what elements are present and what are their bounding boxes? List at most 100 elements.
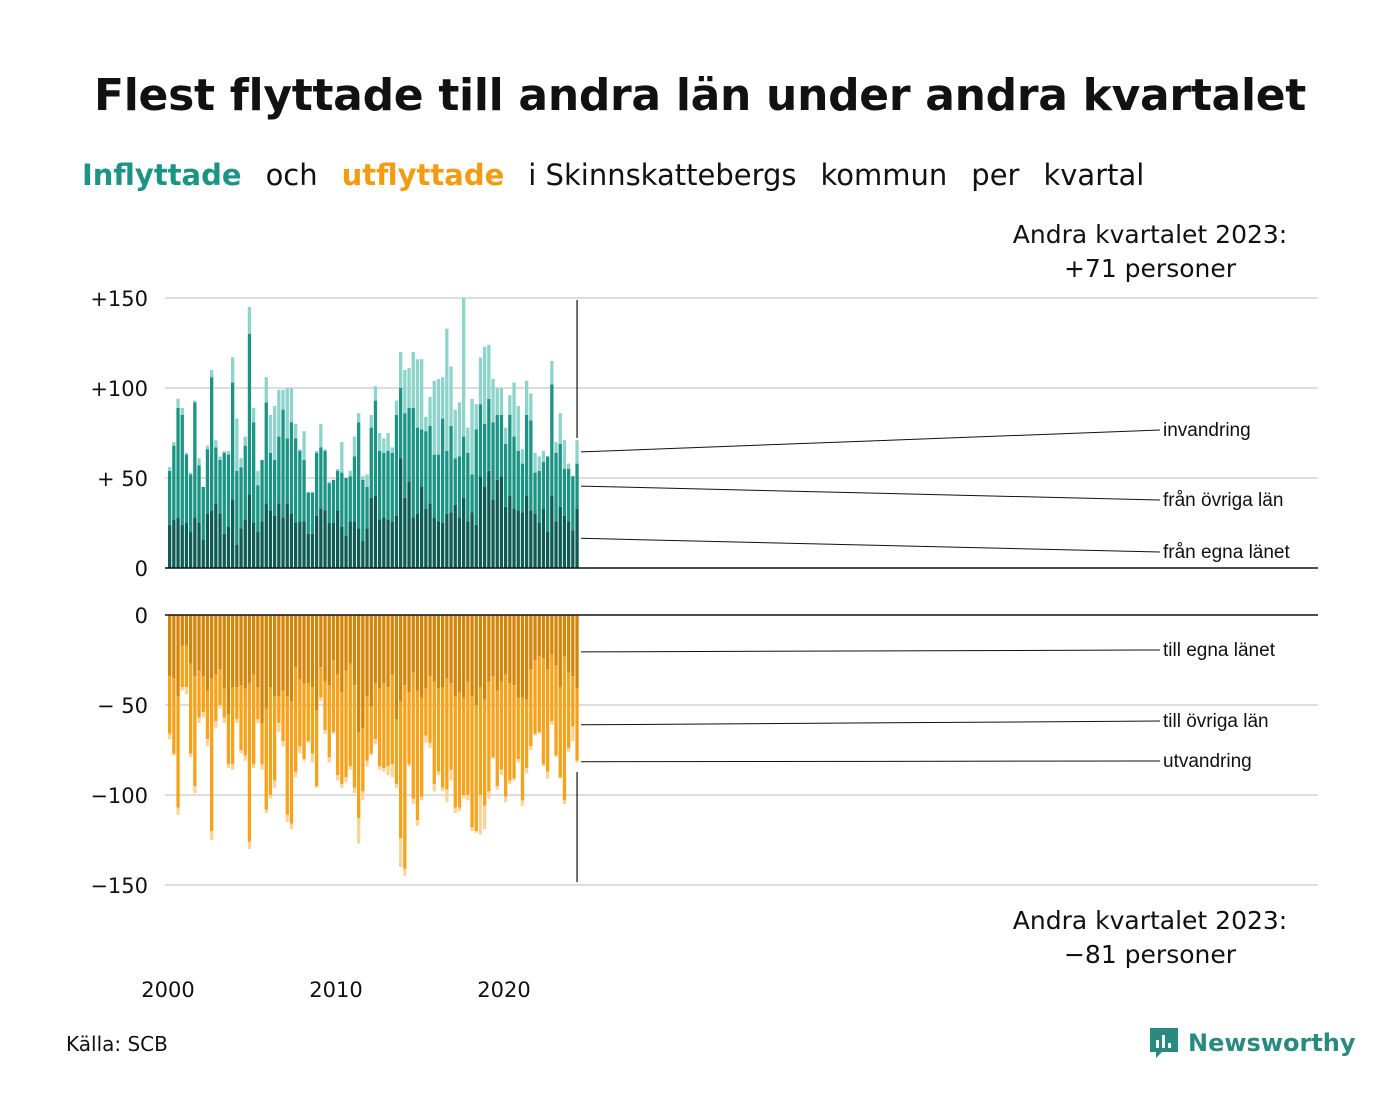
bar-top-1 bbox=[470, 474, 474, 513]
bar-bottom-1 bbox=[495, 690, 499, 786]
bar-top-2 bbox=[235, 418, 239, 471]
bar-bottom-2 bbox=[247, 841, 252, 849]
bar-bottom-1 bbox=[310, 687, 315, 754]
bar-top-2 bbox=[289, 388, 294, 423]
bar-top-2 bbox=[478, 357, 483, 405]
bar-top-2 bbox=[382, 438, 386, 453]
bar-bottom-2 bbox=[357, 818, 361, 844]
bar-bottom-1 bbox=[247, 683, 252, 842]
bar-bottom-1 bbox=[373, 683, 378, 740]
bar-bottom-2 bbox=[180, 687, 184, 691]
bar-bottom-1 bbox=[361, 728, 365, 792]
bar-bottom-1 bbox=[516, 697, 520, 759]
bar-bottom-1 bbox=[529, 669, 533, 747]
bar-bottom-0 bbox=[462, 615, 466, 698]
bar-top-1 bbox=[214, 447, 218, 504]
bar-top-1 bbox=[382, 452, 386, 518]
bar-bottom-2 bbox=[516, 759, 520, 763]
bar-bottom-1 bbox=[319, 667, 323, 698]
bar-bottom-1 bbox=[474, 705, 478, 831]
bar-bottom-2 bbox=[239, 750, 243, 754]
bar-bottom-0 bbox=[495, 615, 499, 691]
bar-bottom-1 bbox=[512, 685, 516, 779]
bar-top-1 bbox=[268, 452, 273, 511]
bar-bottom-0 bbox=[449, 615, 453, 684]
bar-bottom-0 bbox=[340, 615, 344, 693]
chart-title: Flest flyttade till andra län under andr… bbox=[93, 70, 1307, 121]
annotation-bottom-line2: −81 personer bbox=[1063, 940, 1237, 969]
bar-bottom-0 bbox=[562, 615, 567, 657]
bar-top-2 bbox=[298, 449, 302, 451]
bar-bottom-0 bbox=[193, 615, 197, 677]
bar-top-0 bbox=[474, 524, 478, 568]
bar-top-2 bbox=[424, 416, 428, 432]
bar-bottom-0 bbox=[529, 615, 533, 669]
bar-top-1 bbox=[277, 436, 281, 504]
bar-top-0 bbox=[571, 530, 575, 568]
subtitle-kvartal: kvartal bbox=[1043, 158, 1145, 192]
bar-bottom-0 bbox=[520, 615, 525, 698]
bar-bottom-0 bbox=[189, 615, 193, 664]
segment-leader-top bbox=[581, 485, 1161, 501]
bar-top-1 bbox=[201, 487, 205, 540]
bar-top-0 bbox=[214, 503, 218, 568]
bar-top-0 bbox=[357, 528, 361, 568]
bar-bottom-2 bbox=[487, 791, 491, 799]
bar-top-0 bbox=[331, 523, 336, 568]
bar-bottom-0 bbox=[516, 615, 520, 698]
bar-bottom-2 bbox=[407, 764, 411, 767]
bar-top-1 bbox=[189, 474, 193, 532]
bar-top-2 bbox=[529, 393, 533, 421]
bar-bottom-0 bbox=[453, 615, 457, 696]
bar-top-1 bbox=[558, 443, 562, 507]
bar-bottom-1 bbox=[420, 697, 424, 797]
bar-bottom-1 bbox=[382, 683, 386, 768]
bar-top-0 bbox=[323, 510, 327, 568]
bar-top-1 bbox=[474, 429, 478, 525]
bar-bottom-0 bbox=[373, 615, 378, 684]
bar-top-0 bbox=[264, 503, 268, 568]
bar-top-2 bbox=[176, 398, 180, 408]
bar-bottom-1 bbox=[201, 676, 205, 713]
bar-bottom-2 bbox=[449, 769, 453, 781]
bar-top-0 bbox=[310, 533, 315, 568]
bar-bottom-0 bbox=[222, 615, 226, 689]
bar-top-1 bbox=[466, 452, 470, 522]
bar-bottom-2 bbox=[424, 735, 428, 743]
bar-bottom-2 bbox=[260, 764, 264, 770]
bar-top-1 bbox=[239, 467, 243, 529]
bar-top-1 bbox=[394, 415, 399, 516]
bar-top-0 bbox=[541, 508, 546, 568]
bar-top-2 bbox=[273, 406, 277, 460]
bar-top-2 bbox=[445, 328, 449, 451]
bar-top-0 bbox=[243, 519, 247, 568]
bar-bottom-0 bbox=[239, 615, 243, 686]
bar-bottom-1 bbox=[525, 699, 529, 768]
bar-bottom-2 bbox=[298, 746, 302, 754]
bar-bottom-0 bbox=[172, 615, 176, 678]
bar-top-0 bbox=[352, 521, 357, 568]
bar-top-0 bbox=[558, 506, 562, 568]
bar-bottom-1 bbox=[331, 660, 336, 732]
bar-bottom-1 bbox=[386, 687, 390, 767]
bar-bottom-0 bbox=[441, 615, 445, 687]
bar-bottom-0 bbox=[474, 615, 478, 705]
bar-bottom-0 bbox=[394, 615, 399, 720]
bar-top-2 bbox=[264, 377, 268, 403]
bar-top-1 bbox=[462, 436, 466, 498]
bar-top-0 bbox=[273, 515, 277, 568]
bar-bottom-1 bbox=[357, 732, 361, 819]
bar-bottom-1 bbox=[441, 687, 445, 788]
bar-bottom-1 bbox=[218, 669, 222, 705]
segment-label-top: invandring bbox=[1163, 420, 1251, 441]
bar-top-1 bbox=[508, 415, 512, 496]
bar-bottom-1 bbox=[504, 674, 508, 797]
bar-bottom-0 bbox=[260, 615, 264, 723]
bar-top-0 bbox=[520, 512, 525, 568]
bar-bottom-1 bbox=[541, 658, 546, 765]
bar-top-2 bbox=[432, 380, 436, 455]
bar-bottom-2 bbox=[243, 755, 247, 761]
bar-top-0 bbox=[260, 521, 264, 568]
bar-bottom-2 bbox=[432, 784, 436, 792]
bar-top-0 bbox=[504, 506, 508, 568]
